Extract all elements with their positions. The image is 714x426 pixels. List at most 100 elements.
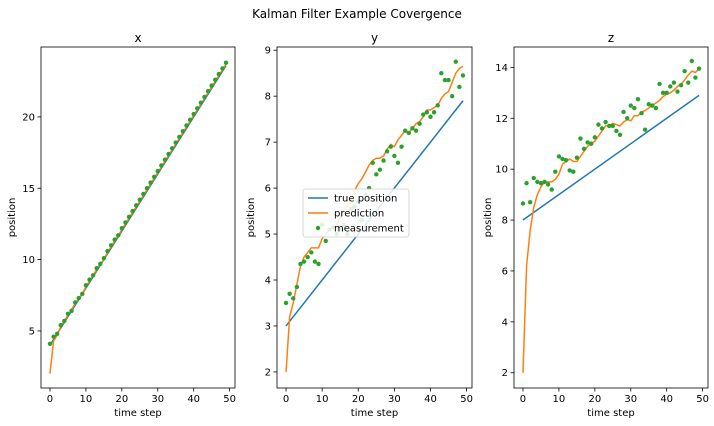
y-axis-label: position: [7, 198, 18, 238]
data-point: [72, 300, 78, 305]
data-point: [657, 81, 662, 87]
data-point: [642, 127, 648, 132]
legend-label: measurement: [334, 224, 404, 235]
x-tick-label: 40: [424, 394, 437, 405]
data-point: [428, 114, 433, 120]
data-point: [291, 296, 296, 301]
data-point: [413, 128, 419, 133]
data-point: [202, 94, 207, 100]
data-point: [187, 117, 193, 122]
x-tick-label: 50: [696, 394, 709, 405]
data-point: [664, 90, 669, 96]
data-point: [65, 311, 71, 317]
data-point: [589, 141, 594, 146]
data-point: [457, 84, 462, 90]
data-point: [689, 58, 695, 64]
data-point: [374, 172, 379, 177]
axes-frame: [40, 46, 236, 389]
data-point: [399, 144, 404, 149]
data-point: [585, 140, 590, 145]
y-tick-label: 12: [495, 114, 508, 125]
data-point: [646, 102, 651, 107]
x-tick-label: 10: [553, 394, 566, 405]
data-point: [424, 110, 430, 115]
data-point: [453, 59, 458, 64]
y-tick-label: 7: [265, 138, 271, 149]
data-point: [155, 168, 160, 174]
data-point: [119, 226, 125, 231]
data-point: [449, 93, 455, 99]
axes-frame: [276, 46, 473, 389]
y-tick-label: 4: [502, 317, 508, 328]
data-point: [578, 136, 583, 141]
data-point: [653, 105, 659, 111]
data-point: [141, 191, 146, 197]
data-point: [639, 110, 644, 116]
data-point: [184, 123, 189, 128]
x-tick-label: 30: [151, 394, 164, 405]
axes-frame: [513, 46, 709, 389]
y-tick-label: 6: [265, 184, 271, 195]
data-point: [216, 71, 222, 77]
series-points-measurement: [47, 60, 229, 346]
data-point: [384, 149, 390, 154]
data-point: [213, 77, 218, 83]
data-point: [180, 128, 186, 134]
data-point: [610, 123, 615, 129]
legend: true position prediction measurement: [302, 188, 410, 238]
data-point: [693, 75, 698, 80]
panel-x: 0 10 20 30 40 50 5 10 15 20 x time step position: [7, 31, 236, 419]
data-point: [624, 116, 630, 121]
data-point: [130, 208, 135, 214]
y-tick-label: 6: [502, 266, 508, 277]
x-tick-label: 0: [283, 394, 289, 405]
data-point: [195, 106, 200, 111]
data-point: [520, 201, 526, 206]
data-point: [173, 140, 178, 145]
x-tick-label: 30: [624, 394, 637, 405]
data-point: [205, 89, 211, 94]
y-axis-label: position: [483, 198, 494, 238]
x-tick-label: 10: [316, 394, 329, 405]
panel-title: x: [134, 31, 141, 45]
x-tick-label: 20: [588, 394, 601, 405]
data-point: [148, 180, 153, 185]
x-tick-label: 50: [460, 394, 473, 405]
data-point: [392, 153, 397, 159]
data-point: [574, 155, 580, 160]
data-point: [395, 160, 401, 166]
x-tick-label: 30: [388, 394, 401, 405]
y-tick-label: 15: [22, 184, 35, 195]
data-point: [209, 83, 214, 88]
data-point: [592, 135, 598, 140]
data-point: [671, 80, 677, 85]
y-tick-label: 10: [22, 255, 35, 266]
data-point: [287, 291, 292, 296]
data-point: [112, 237, 117, 242]
data-point: [316, 261, 321, 267]
data-point: [76, 295, 81, 301]
data-point: [51, 334, 56, 339]
data-point: [137, 197, 142, 202]
data-point: [90, 273, 96, 278]
data-point: [556, 154, 562, 159]
legend-swatch: [315, 225, 321, 231]
figure-title: Kalman Filter Example Covergence: [252, 7, 462, 21]
data-point: [406, 130, 412, 136]
data-point: [603, 119, 608, 125]
x-axis-label: time step: [587, 408, 634, 419]
data-point: [696, 66, 702, 71]
data-point: [635, 96, 641, 102]
data-point: [98, 261, 103, 267]
y-tick-label: 4: [265, 276, 271, 287]
data-point: [62, 318, 67, 324]
data-point: [628, 103, 633, 108]
y-tick-label: 5: [29, 326, 35, 337]
data-point: [435, 103, 440, 108]
x-tick-label: 10: [80, 394, 93, 405]
data-point: [220, 66, 225, 71]
data-point: [54, 331, 60, 336]
data-point: [607, 123, 612, 129]
panel-z: 0 10 20 30 40 50 2 4 6 8 10 12 14 z time step position: [483, 31, 709, 419]
